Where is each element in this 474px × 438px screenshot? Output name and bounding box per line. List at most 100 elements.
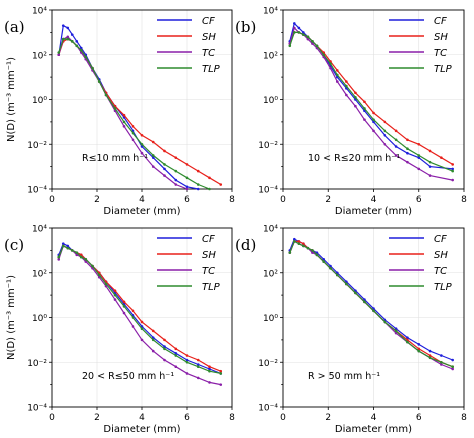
data-point — [322, 258, 326, 261]
data-point — [185, 163, 189, 166]
data-point — [57, 255, 61, 259]
data-point — [428, 174, 432, 177]
y-tick-label: 10⁻⁴ — [258, 404, 278, 414]
data-point — [75, 44, 79, 48]
series-tlp — [288, 240, 454, 369]
series-line — [58, 242, 222, 374]
data-point — [66, 244, 70, 248]
data-point — [417, 167, 421, 171]
data-point — [131, 131, 135, 135]
data-point — [57, 53, 61, 57]
x-tick-label: 2 — [94, 413, 100, 423]
series-line — [289, 31, 454, 165]
data-point — [151, 336, 155, 339]
data-point — [383, 320, 387, 324]
data-point — [345, 93, 348, 97]
y-tick-label: 10⁴ — [263, 7, 278, 17]
data-point — [185, 185, 189, 189]
data-point — [131, 138, 135, 142]
series-sh — [288, 31, 454, 166]
data-point — [185, 354, 189, 357]
data-point — [336, 80, 339, 83]
data-point — [140, 145, 144, 148]
y-tick-label: 10⁻⁴ — [258, 186, 278, 196]
data-point — [163, 167, 166, 171]
data-point — [406, 338, 409, 342]
panel-c: 0 2 4 6 8 10⁻⁴ 10⁻² 10⁰ 10² 10⁴ Diameter (mm) N(D) … — [4, 225, 235, 436]
data-point — [122, 305, 126, 308]
data-point — [329, 62, 332, 65]
data-point — [306, 246, 310, 250]
data-point — [140, 142, 144, 146]
data-point — [196, 358, 200, 362]
data-point — [336, 273, 339, 277]
x-tick-label: 6 — [184, 195, 190, 205]
series-cf — [288, 237, 454, 362]
data-point — [428, 349, 432, 353]
series-line — [58, 245, 222, 372]
data-point — [315, 253, 319, 257]
data-point — [329, 264, 332, 268]
x-axis-label: Diameter (mm) — [103, 206, 180, 217]
data-point — [97, 80, 101, 83]
data-point — [322, 260, 326, 263]
data-point — [208, 365, 211, 369]
y-tick-label: 10⁰ — [263, 96, 278, 106]
x-tick-label: 8 — [461, 413, 467, 423]
data-point — [66, 26, 70, 30]
data-point — [84, 260, 88, 263]
series-tlp — [288, 31, 454, 173]
x-tick-label: 4 — [371, 195, 377, 205]
x-tick-label: 6 — [416, 413, 422, 423]
data-point — [163, 358, 166, 362]
data-point — [131, 309, 135, 313]
data-point — [354, 91, 357, 95]
y-tick-label: 10⁰ — [32, 314, 47, 324]
legend-label: TC — [434, 266, 447, 277]
data-point — [185, 176, 189, 180]
data-point — [363, 107, 366, 110]
data-point — [311, 42, 314, 45]
legend: CF SH TC TLP — [157, 16, 221, 75]
legend-label: TLP — [202, 282, 221, 293]
data-point — [394, 327, 398, 330]
data-point — [66, 35, 70, 39]
data-point — [306, 35, 310, 39]
data-point — [196, 363, 200, 366]
data-point — [196, 169, 200, 173]
data-point — [163, 338, 166, 342]
data-point — [293, 240, 296, 243]
y-axis-label: N(D) (m⁻³ mm⁻¹) — [6, 275, 17, 360]
data-point — [61, 24, 65, 27]
data-point — [174, 347, 178, 351]
x-axis-label: Diameter (mm) — [103, 424, 180, 435]
data-point — [104, 282, 108, 286]
data-point — [140, 134, 144, 137]
legend-label: CF — [434, 234, 447, 245]
data-point — [122, 113, 126, 117]
data-point — [131, 316, 135, 319]
legend-label: SH — [434, 32, 448, 43]
data-point — [417, 343, 421, 346]
data-point — [345, 280, 348, 284]
data-point — [372, 129, 375, 133]
x-tick-label: 0 — [49, 195, 55, 205]
data-point — [151, 338, 155, 342]
data-point — [163, 345, 166, 348]
data-point — [140, 338, 144, 342]
data-point — [428, 354, 432, 357]
data-point — [363, 100, 366, 104]
data-point — [174, 352, 178, 355]
data-point — [383, 142, 387, 146]
data-point — [451, 163, 454, 166]
x-tick-label: 4 — [139, 413, 145, 423]
x-tick-label: 2 — [94, 195, 100, 205]
y-axis-label: N(D) (m⁻³ mm⁻¹) — [6, 57, 17, 142]
data-point — [345, 84, 348, 88]
data-point — [104, 93, 108, 97]
data-point — [428, 160, 432, 164]
data-point — [57, 258, 61, 261]
data-point — [97, 273, 101, 277]
data-point — [372, 111, 375, 115]
